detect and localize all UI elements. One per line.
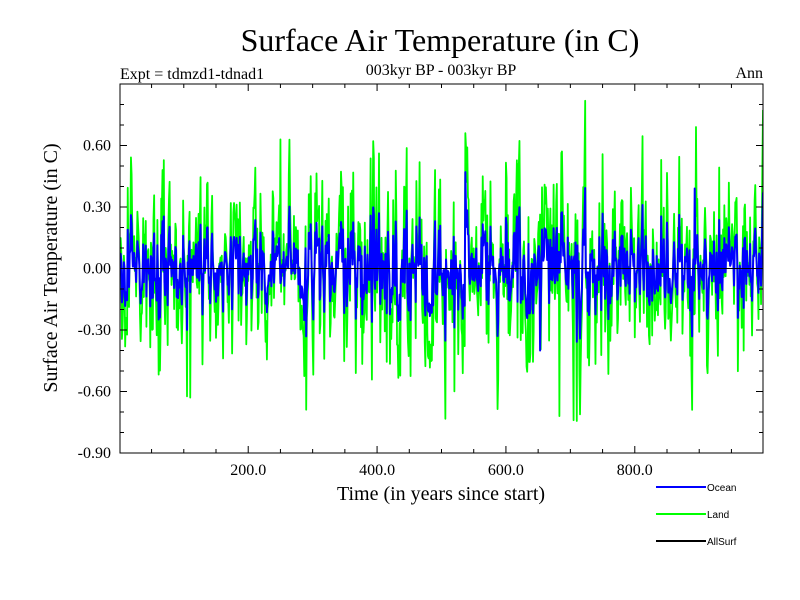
plot-area [120,99,763,422]
legend: Ocean Land AllSurf [656,483,737,548]
series-line-ocean [120,171,763,352]
season-label: Ann [735,65,763,82]
y-axis-label: Surface Air Temperature (in C) [40,143,62,392]
y-tick-label: 0.60 [83,138,111,155]
x-tick-label: 200.0 [230,462,266,479]
experiment-label: Expt = tdmzd1-tdnad1 [120,66,264,83]
y-tick-label: -0.30 [78,322,111,339]
x-tick-label: 600.0 [488,462,524,479]
legend-label-ocean: Ocean [707,483,736,494]
x-tick-label: 800.0 [617,462,653,479]
plot-frame [119,83,764,454]
legend-label-allsurf: AllSurf [707,537,737,548]
y-tick-label: -0.90 [78,445,111,462]
y-tick-label: 0.00 [83,261,111,278]
y-tick-label: -0.60 [78,384,111,401]
y-tick-label: 0.30 [83,199,111,216]
axes: -0.90 -0.60 -0.30 0.00 0.30 0.60 200.0 400.0 600… [78,84,763,479]
legend-label-land: Land [707,510,729,521]
x-axis-label: Time (in years since start) [337,483,545,505]
period-label: 003kyr BP - 003kyr BP [366,62,517,79]
x-tick-label: 400.0 [359,462,395,479]
chart-title: Surface Air Temperature (in C) [241,22,640,58]
